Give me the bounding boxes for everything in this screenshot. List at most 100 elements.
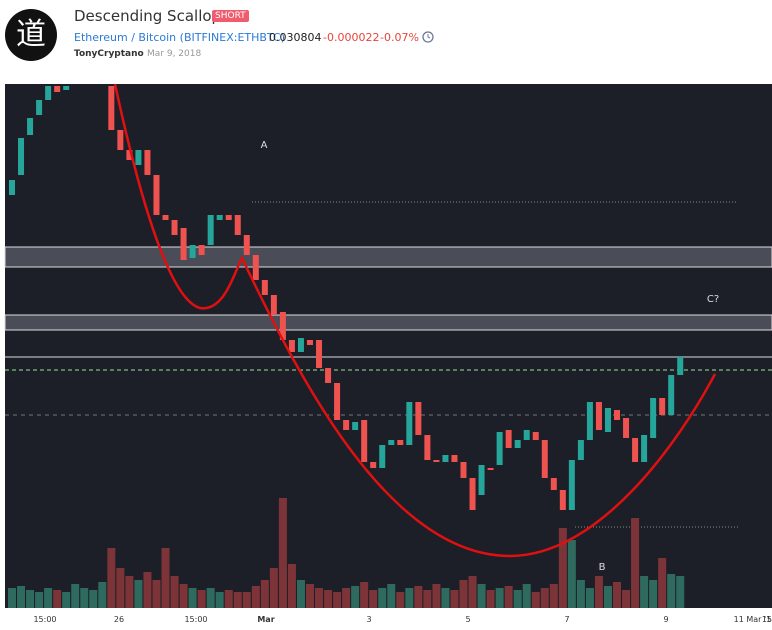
candle	[677, 357, 684, 375]
candle	[189, 245, 196, 258]
candle	[550, 478, 557, 490]
volume-bar	[143, 572, 152, 608]
volume-bar	[215, 592, 224, 608]
volume-bar	[396, 592, 405, 608]
candle	[297, 338, 304, 352]
volume-bar	[640, 576, 649, 608]
candle	[234, 215, 241, 235]
candle	[270, 295, 277, 315]
zone	[4, 314, 772, 331]
idea-title[interactable]: Descending Scallop	[74, 7, 222, 25]
candle	[243, 235, 250, 255]
candle	[117, 130, 124, 150]
candle	[45, 86, 52, 100]
candle	[487, 468, 494, 470]
volume-bar	[17, 586, 26, 608]
volume-bar	[44, 588, 53, 608]
volume-bar	[26, 590, 35, 608]
candle	[568, 460, 575, 510]
volume-bar	[98, 582, 107, 608]
volume-bar	[450, 590, 459, 608]
candle	[279, 312, 286, 340]
candle	[451, 455, 458, 462]
candle	[252, 255, 259, 280]
volume-bar	[179, 584, 188, 608]
candle	[63, 86, 70, 90]
volume-bar	[567, 540, 576, 608]
volume-bar	[513, 590, 522, 608]
candle	[604, 408, 611, 432]
candle	[623, 418, 630, 438]
candle	[406, 402, 413, 445]
volume-bar	[378, 588, 387, 608]
candle	[424, 435, 431, 460]
candle	[514, 440, 521, 448]
candle	[586, 402, 593, 440]
volume-bar	[414, 586, 423, 608]
volume-bar	[224, 590, 233, 608]
volume-bar	[540, 588, 549, 608]
volume-bar	[658, 558, 667, 608]
x-axis-label: 15:00	[184, 615, 207, 624]
x-axis-label: 9	[663, 615, 668, 624]
candle	[388, 440, 395, 445]
volume-bar	[495, 588, 504, 608]
volume-bar	[504, 586, 513, 608]
volume-bar	[441, 588, 450, 608]
date: Mar 9, 2018	[147, 49, 202, 59]
zone	[4, 246, 772, 268]
header: 道 Descending Scallop SHORT Ethereum / Bi…	[0, 0, 772, 84]
candle	[54, 86, 61, 92]
volume-bar	[576, 580, 585, 608]
candle	[379, 445, 386, 468]
volume-bar	[206, 588, 215, 608]
candle	[496, 432, 503, 465]
candle	[614, 410, 621, 420]
candle	[361, 420, 368, 462]
volume-bar	[80, 588, 89, 608]
candle	[523, 430, 530, 440]
volume-bar	[260, 580, 269, 608]
candle	[144, 150, 151, 175]
volume-bar	[324, 590, 333, 608]
candle	[18, 138, 25, 175]
candle	[460, 462, 467, 478]
candle	[397, 440, 404, 445]
volume-bar	[269, 568, 278, 608]
volume-bar	[152, 580, 161, 608]
scallop-curve	[113, 84, 717, 558]
volume-bar	[197, 590, 206, 608]
volume-bar	[622, 590, 631, 608]
x-axis-label: 15:00	[33, 615, 56, 624]
alert-icon[interactable]	[421, 30, 435, 44]
volume-bar	[594, 576, 603, 608]
candle	[505, 430, 512, 448]
volume-bar	[333, 592, 342, 608]
annotation: C?	[707, 294, 719, 305]
candle	[261, 280, 268, 295]
candle	[306, 340, 313, 345]
x-axis-label: 5	[465, 615, 470, 624]
candle	[198, 245, 205, 255]
candle	[316, 340, 323, 368]
candle	[135, 150, 142, 165]
candle	[668, 375, 675, 415]
author[interactable]: TonyCryptano	[74, 49, 144, 59]
candle	[469, 478, 476, 510]
candle	[352, 422, 359, 430]
candle	[9, 180, 15, 195]
volume-bar	[278, 498, 287, 608]
symbol[interactable]: Ethereum / Bitcoin (BITFINEX:ETHBTC)	[74, 31, 285, 44]
volume-bar	[89, 590, 98, 608]
volume-bar	[486, 590, 495, 608]
candle	[659, 398, 666, 415]
candle	[108, 86, 115, 130]
candle	[442, 455, 449, 462]
volume-bar	[405, 588, 414, 608]
volume-bar	[315, 588, 324, 608]
volume-bar	[522, 584, 531, 608]
volume-bar	[233, 592, 242, 608]
volume-bar	[360, 582, 369, 608]
volume-bar	[107, 548, 116, 608]
